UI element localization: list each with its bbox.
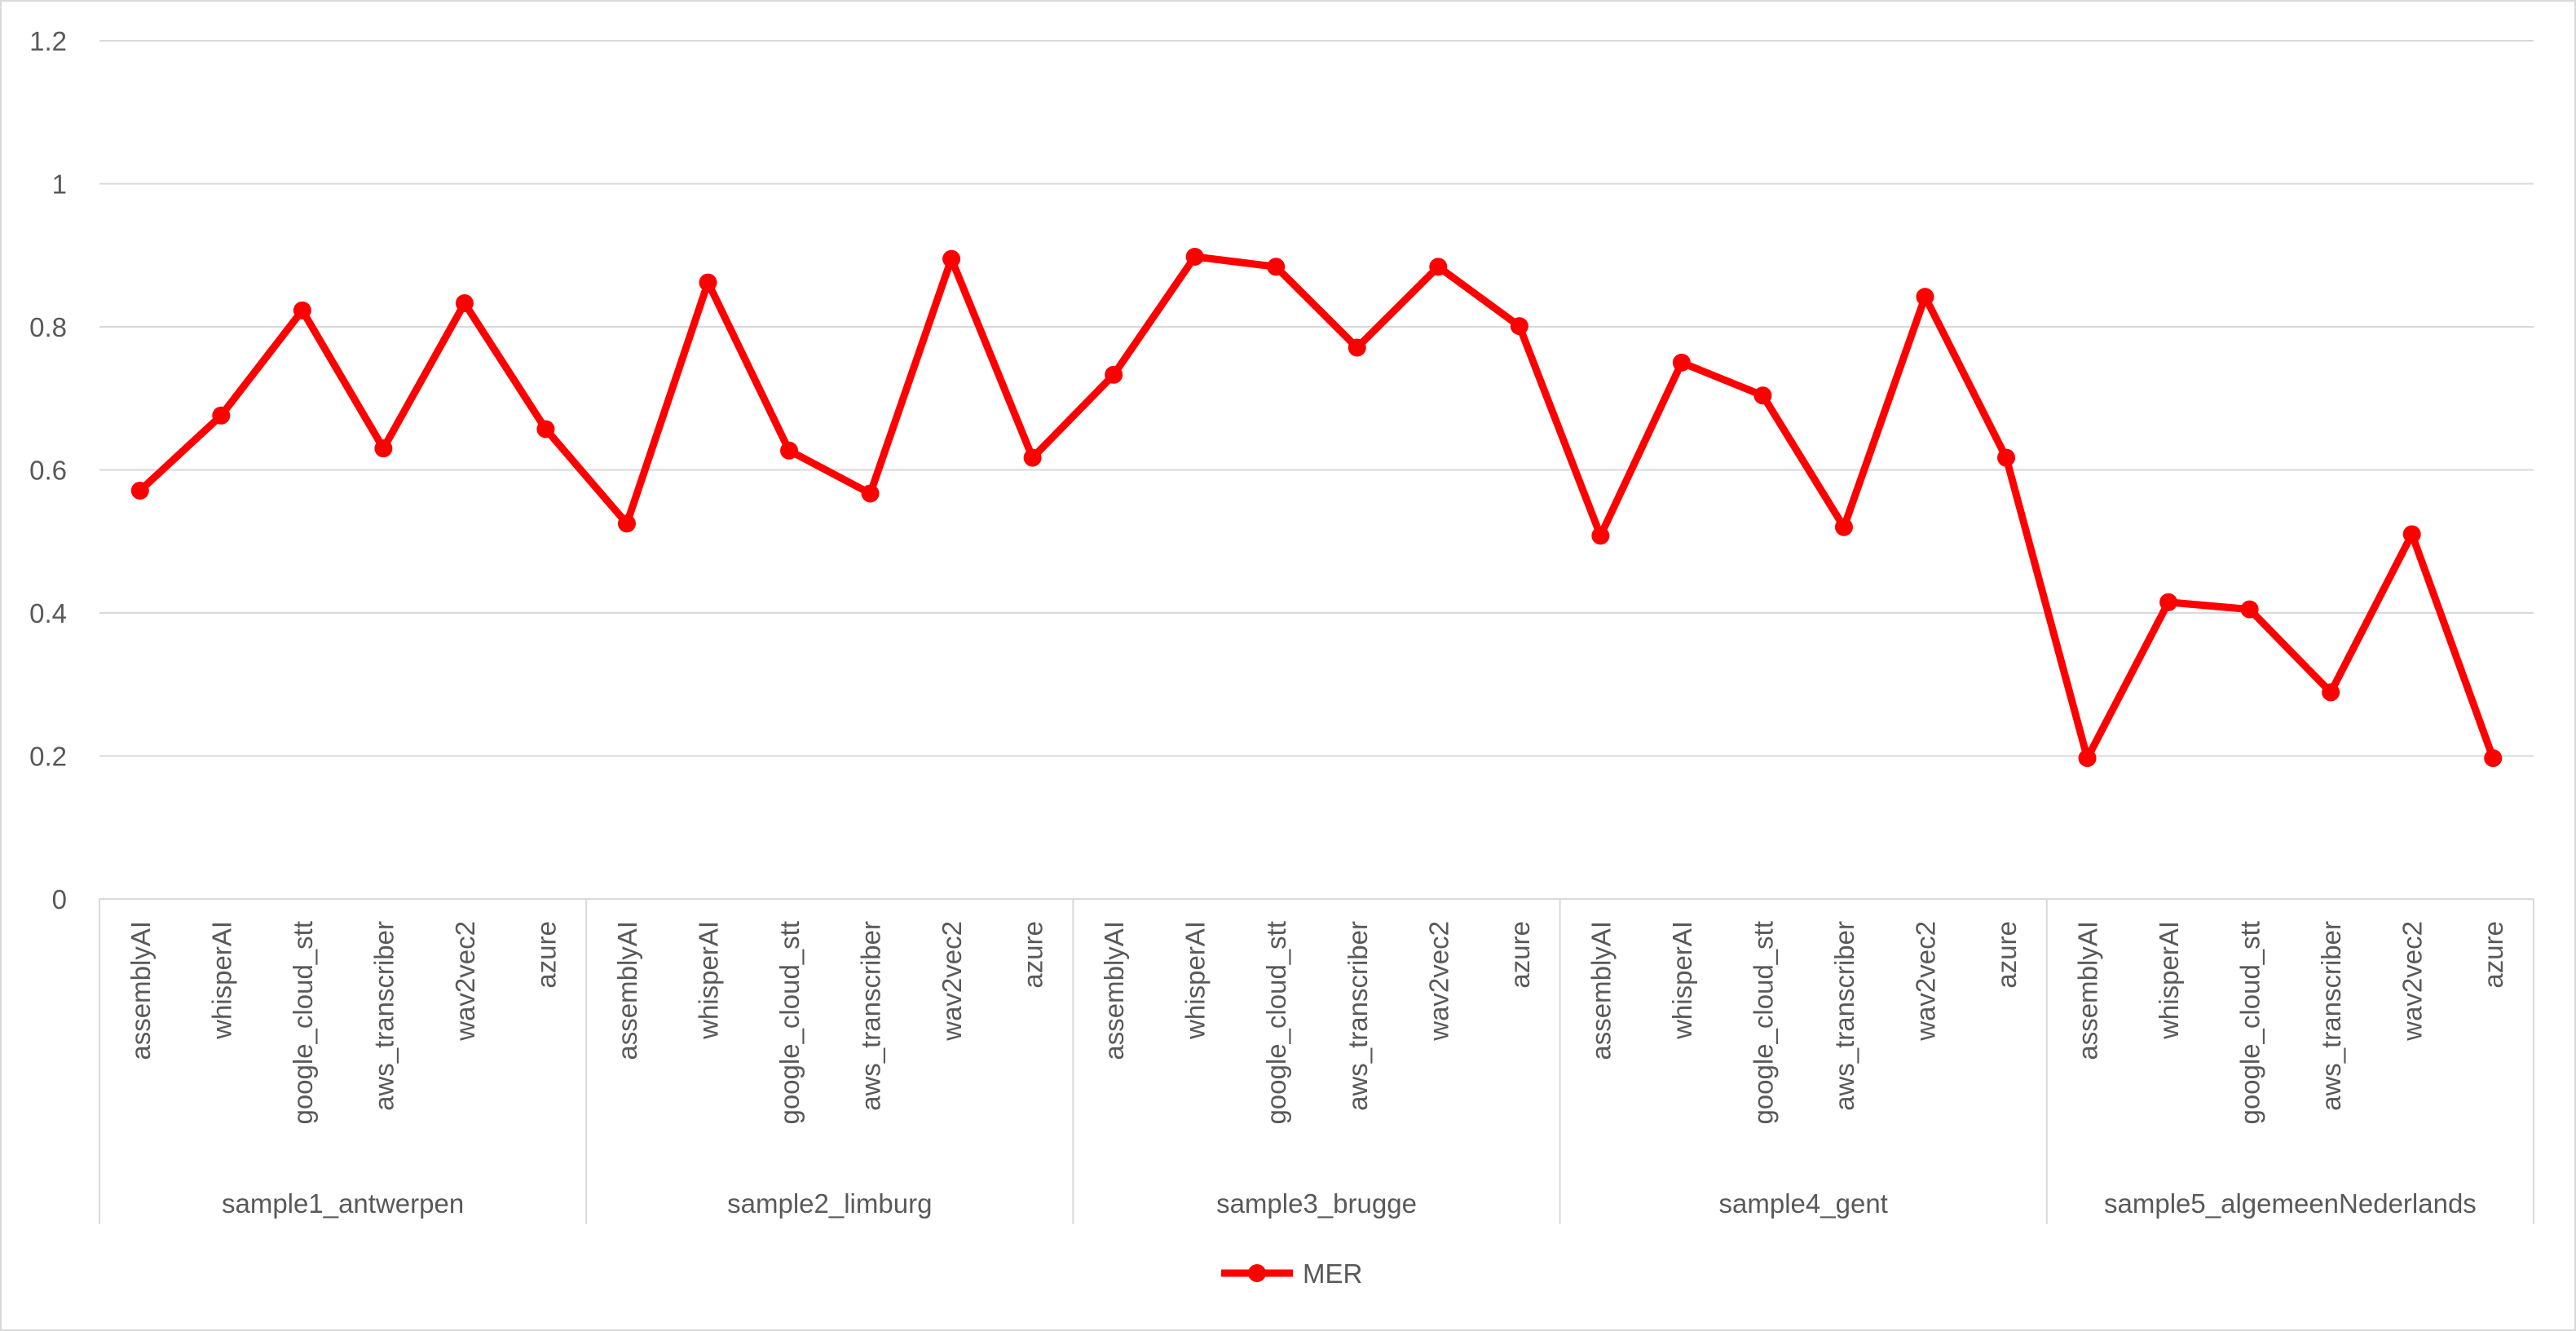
y-tick-label: 0	[52, 884, 67, 915]
gridlines	[99, 40, 2534, 900]
data-point	[1916, 288, 1934, 306]
data-point	[1429, 258, 1448, 276]
x-category-label: wav2vec2	[1423, 921, 1453, 1042]
x-category-label: google_cloud_stt	[774, 921, 805, 1125]
data-point	[1105, 365, 1123, 384]
x-category-label: assemblyAI	[126, 921, 156, 1060]
x-category-label: whisperAI	[694, 921, 724, 1040]
x-group-label: sample1_antwerpen	[222, 1188, 464, 1219]
data-point	[1591, 527, 1610, 545]
x-category-label: whisperAI	[206, 921, 236, 1040]
data-point	[536, 420, 555, 439]
data-point	[374, 439, 393, 458]
x-category-label: azure	[1018, 921, 1048, 989]
x-category-label: azure	[2478, 921, 2508, 989]
x-group-label: sample5_algemeenNederlands	[2104, 1188, 2477, 1219]
data-point	[2402, 525, 2421, 544]
legend: MER	[1221, 1258, 1362, 1289]
x-category-label: aws_transcriber	[856, 921, 886, 1111]
x-category-label: aws_transcriber	[2316, 921, 2346, 1111]
x-category-label: assemblyAI	[612, 921, 642, 1060]
y-tick-label: 0.2	[29, 742, 67, 772]
data-point	[861, 484, 880, 503]
x-group-label: sample4_gent	[1719, 1188, 1888, 1219]
x-category-label: google_cloud_stt	[288, 921, 318, 1125]
data-point	[2159, 593, 2178, 611]
data-point	[1672, 353, 1691, 372]
data-point	[2322, 683, 2340, 702]
y-tick-label: 0.6	[29, 456, 67, 486]
data-point	[293, 301, 311, 320]
data-point	[1510, 317, 1528, 336]
x-category-label: wav2vec2	[450, 921, 480, 1042]
data-point	[1185, 248, 1204, 267]
x-category-label: google_cloud_stt	[2235, 921, 2265, 1125]
data-point	[942, 249, 961, 268]
data-point	[617, 514, 636, 533]
data-point	[1753, 386, 1772, 405]
x-category-label: aws_transcriber	[1343, 921, 1373, 1111]
data-point	[1834, 518, 1853, 536]
x-category-label: wav2vec2	[1911, 921, 1941, 1042]
x-category-label: wav2vec2	[937, 921, 967, 1042]
x-category-label: whisperAI	[1180, 921, 1211, 1040]
x-category-label: azure	[1505, 921, 1535, 989]
data-point	[1997, 448, 2016, 467]
y-tick-label: 0.4	[29, 598, 67, 628]
data-point	[212, 406, 231, 425]
data-point	[780, 441, 799, 460]
series-mer	[130, 248, 2503, 768]
x-category-label: azure	[1992, 921, 2022, 989]
y-tick-label: 1.2	[29, 26, 67, 56]
data-point	[2240, 600, 2259, 619]
x-category-label: assemblyAI	[2073, 921, 2103, 1060]
x-category-label: whisperAI	[2154, 921, 2184, 1040]
x-category-label: whisperAI	[1667, 921, 1697, 1040]
y-tick-label: 0.8	[29, 312, 67, 342]
data-point	[2078, 749, 2097, 768]
data-point	[1023, 448, 1042, 467]
x-category-label: azure	[531, 921, 561, 989]
x-category-label: aws_transcriber	[1829, 921, 1859, 1111]
data-point	[455, 294, 474, 313]
y-axis-tick-labels: 0 0.2 0.4 0.6 0.8 1 1.2	[29, 26, 67, 915]
legend-label-mer: MER	[1303, 1258, 1362, 1289]
data-point	[2484, 749, 2503, 768]
x-group-label: sample2_limburg	[727, 1188, 932, 1219]
x-category-label: google_cloud_stt	[1261, 921, 1291, 1125]
x-category-label: aws_transcriber	[368, 921, 399, 1111]
x-axis: assemblyAI whisperAI google_cloud_stt aws_t…	[99, 899, 2534, 1224]
x-category-label: wav2vec2	[2397, 921, 2428, 1042]
x-category-label: assemblyAI	[1586, 921, 1616, 1060]
legend-marker	[1248, 1264, 1266, 1282]
x-category-label: google_cloud_stt	[1748, 921, 1778, 1125]
x-category-label: assemblyAI	[1099, 921, 1129, 1060]
y-tick-label: 1	[52, 170, 67, 200]
data-point	[1348, 338, 1366, 357]
series-line-mer	[136, 253, 2497, 762]
x-group-label: sample3_brugge	[1216, 1188, 1417, 1219]
data-point	[130, 481, 149, 500]
data-point	[1267, 258, 1286, 276]
data-point	[699, 273, 717, 292]
